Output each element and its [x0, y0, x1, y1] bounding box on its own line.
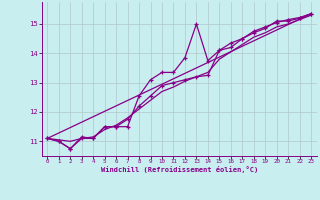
X-axis label: Windchill (Refroidissement éolien,°C): Windchill (Refroidissement éolien,°C) [100, 166, 258, 173]
